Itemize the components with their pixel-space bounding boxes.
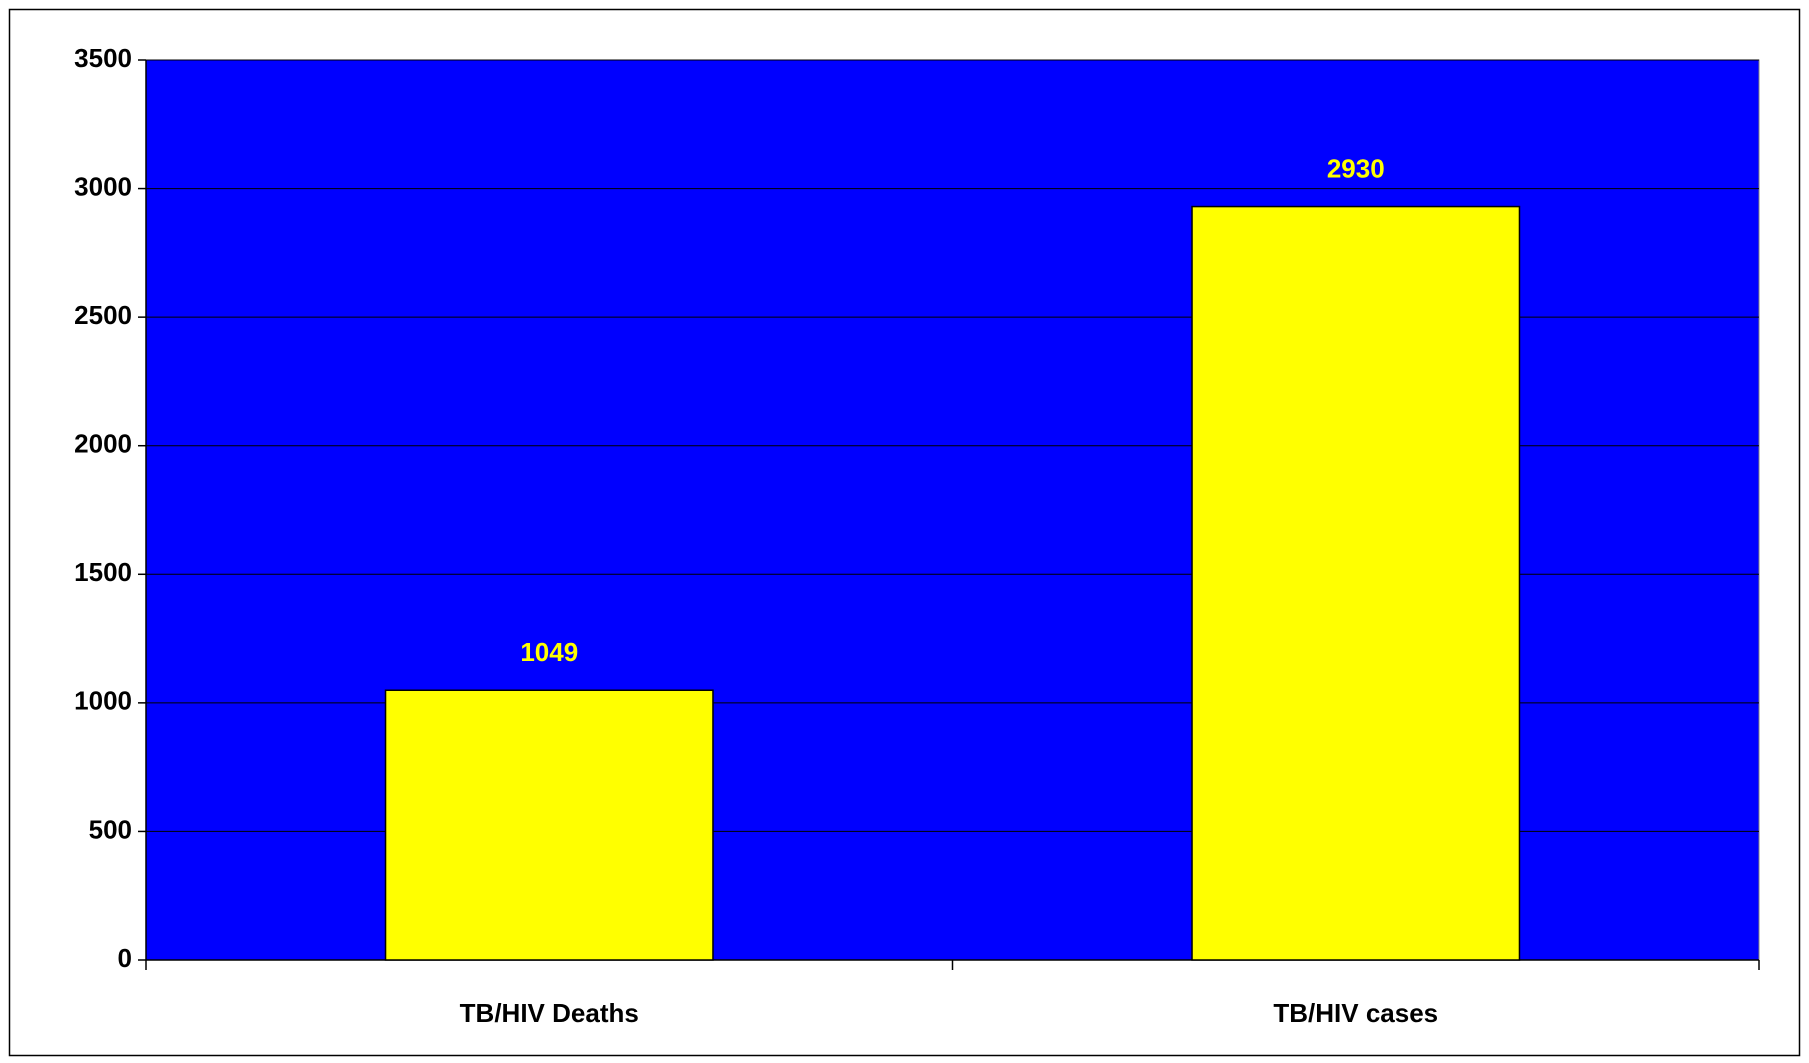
y-tick-label: 1000: [74, 686, 132, 716]
y-tick-label: 0: [118, 943, 132, 973]
y-tick-label: 3500: [74, 43, 132, 73]
y-tick-label: 1500: [74, 557, 132, 587]
y-tick-label: 500: [89, 814, 132, 844]
y-tick-label: 3000: [74, 171, 132, 201]
x-tick-label: TB/HIV Deaths: [460, 998, 639, 1028]
y-tick-label: 2000: [74, 429, 132, 459]
bar: [384, 689, 714, 961]
value-label: 1049: [520, 637, 578, 667]
x-tick-label: TB/HIV cases: [1273, 998, 1438, 1028]
y-tick-label: 2500: [74, 300, 132, 330]
bar: [1191, 205, 1521, 961]
value-label: 2930: [1327, 153, 1385, 183]
